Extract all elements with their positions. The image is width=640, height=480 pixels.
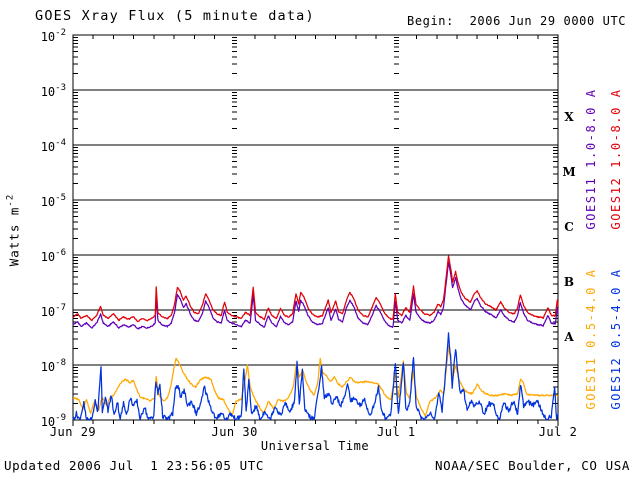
flux-class-letter-m: M	[562, 164, 576, 179]
begin-timestamp: Begin: 2006 Jun 29 0000 UTC	[407, 14, 627, 28]
flux-class-letter-b: B	[563, 274, 575, 289]
x-tick-label: Jul 1	[377, 425, 416, 439]
y-tick-label: 10-6	[40, 248, 66, 264]
legend-label-goes12-long: GOES12 1.0-8.0 A	[609, 88, 623, 230]
flux-class-letter-c: C	[564, 219, 574, 234]
y-tick-label: 10-9	[40, 413, 66, 429]
flux-class-letter-x: X	[564, 109, 574, 124]
flux-class-letter-a: A	[564, 329, 574, 344]
y-tick-label: 10-8	[40, 358, 66, 374]
series-goes12-long-line	[72, 255, 559, 323]
page-title: GOES Xray Flux (5 minute data)	[35, 8, 315, 24]
y-axis-title-exponent: -2	[5, 193, 16, 207]
updated-timestamp: Updated 2006 Jul 1 23:56:05 UTC	[4, 458, 265, 473]
series-goes12-short-line	[72, 332, 559, 421]
plot-frame	[72, 34, 559, 421]
legend-label-goes11-long: GOES11 1.0-8.0 A	[584, 88, 598, 230]
x-tick-label: Jun 30	[211, 425, 258, 439]
x-tick-label: Jun 29	[49, 425, 97, 439]
legend-label-goes12-short: GOES12 0.5-4.0 A	[609, 268, 623, 410]
x-axis-title: Universal Time	[260, 439, 370, 453]
legend-label-goes11-short: GOES11 0.5-4.0 A	[584, 268, 598, 410]
y-axis-title: Watts m-2	[5, 193, 22, 267]
y-tick-label: 10-2	[40, 28, 66, 44]
y-tick-label: 10-4	[40, 138, 66, 154]
y-tick-label: 10-7	[40, 303, 66, 319]
credit-text: NOAA/SEC Boulder, CO USA	[434, 458, 630, 473]
series-goes11-short-line	[72, 344, 559, 417]
y-tick-label: 10-3	[40, 83, 66, 99]
series-goes11-long-line	[72, 261, 559, 330]
x-tick-label: Jul 2	[538, 425, 578, 439]
y-tick-label: 10-5	[40, 193, 66, 209]
